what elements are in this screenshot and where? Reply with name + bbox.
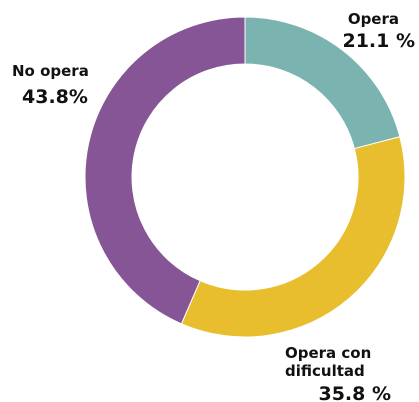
slice bbox=[180, 136, 406, 338]
slice-label: Opera bbox=[347, 10, 399, 28]
slice-label: Opera con dificultad bbox=[285, 344, 372, 380]
value-label: 21.1 % bbox=[342, 30, 415, 52]
slice bbox=[84, 16, 246, 325]
slice-label: No opera bbox=[12, 62, 89, 80]
value-label: 43.8% bbox=[22, 86, 88, 108]
value-label: 35.8 % bbox=[318, 383, 391, 402]
